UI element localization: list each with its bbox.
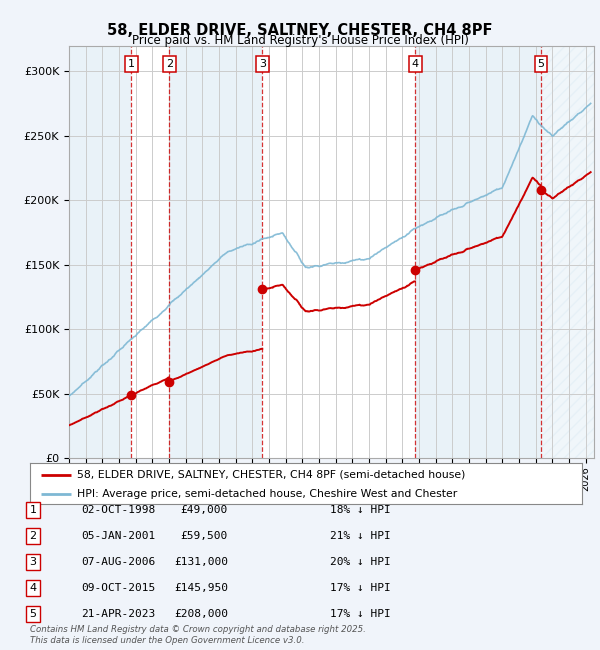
Text: £131,000: £131,000 [174, 557, 228, 567]
Text: 58, ELDER DRIVE, SALTNEY, CHESTER, CH4 8PF (semi-detached house): 58, ELDER DRIVE, SALTNEY, CHESTER, CH4 8… [77, 470, 465, 480]
Text: 1: 1 [29, 505, 37, 515]
Text: £59,500: £59,500 [181, 531, 228, 541]
Text: 2: 2 [29, 531, 37, 541]
Text: 20% ↓ HPI: 20% ↓ HPI [330, 557, 391, 567]
Text: 2: 2 [166, 59, 173, 69]
Bar [169, 46, 262, 458]
Text: £49,000: £49,000 [181, 505, 228, 515]
Text: 4: 4 [412, 59, 419, 69]
Text: 09-OCT-2015: 09-OCT-2015 [81, 583, 155, 593]
Text: 58, ELDER DRIVE, SALTNEY, CHESTER, CH4 8PF: 58, ELDER DRIVE, SALTNEY, CHESTER, CH4 8… [107, 23, 493, 38]
Text: 02-OCT-1998: 02-OCT-1998 [81, 505, 155, 515]
Text: £145,950: £145,950 [174, 583, 228, 593]
Text: Price paid vs. HM Land Registry's House Price Index (HPI): Price paid vs. HM Land Registry's House … [131, 34, 469, 47]
Text: 3: 3 [259, 59, 266, 69]
Text: £208,000: £208,000 [174, 609, 228, 619]
Text: 5: 5 [29, 609, 37, 619]
Text: 4: 4 [29, 583, 37, 593]
Text: 1: 1 [128, 59, 135, 69]
Bar [69, 46, 131, 458]
Bar [415, 46, 541, 458]
Text: 21-APR-2023: 21-APR-2023 [81, 609, 155, 619]
Text: 05-JAN-2001: 05-JAN-2001 [81, 531, 155, 541]
Text: 5: 5 [538, 59, 544, 69]
Text: Contains HM Land Registry data © Crown copyright and database right 2025.
This d: Contains HM Land Registry data © Crown c… [30, 625, 366, 645]
Text: 18% ↓ HPI: 18% ↓ HPI [330, 505, 391, 515]
Text: 07-AUG-2006: 07-AUG-2006 [81, 557, 155, 567]
Text: 17% ↓ HPI: 17% ↓ HPI [330, 583, 391, 593]
Text: 3: 3 [29, 557, 37, 567]
Text: HPI: Average price, semi-detached house, Cheshire West and Chester: HPI: Average price, semi-detached house,… [77, 489, 457, 499]
Text: 21% ↓ HPI: 21% ↓ HPI [330, 531, 391, 541]
Text: 17% ↓ HPI: 17% ↓ HPI [330, 609, 391, 619]
Bar [541, 46, 594, 458]
